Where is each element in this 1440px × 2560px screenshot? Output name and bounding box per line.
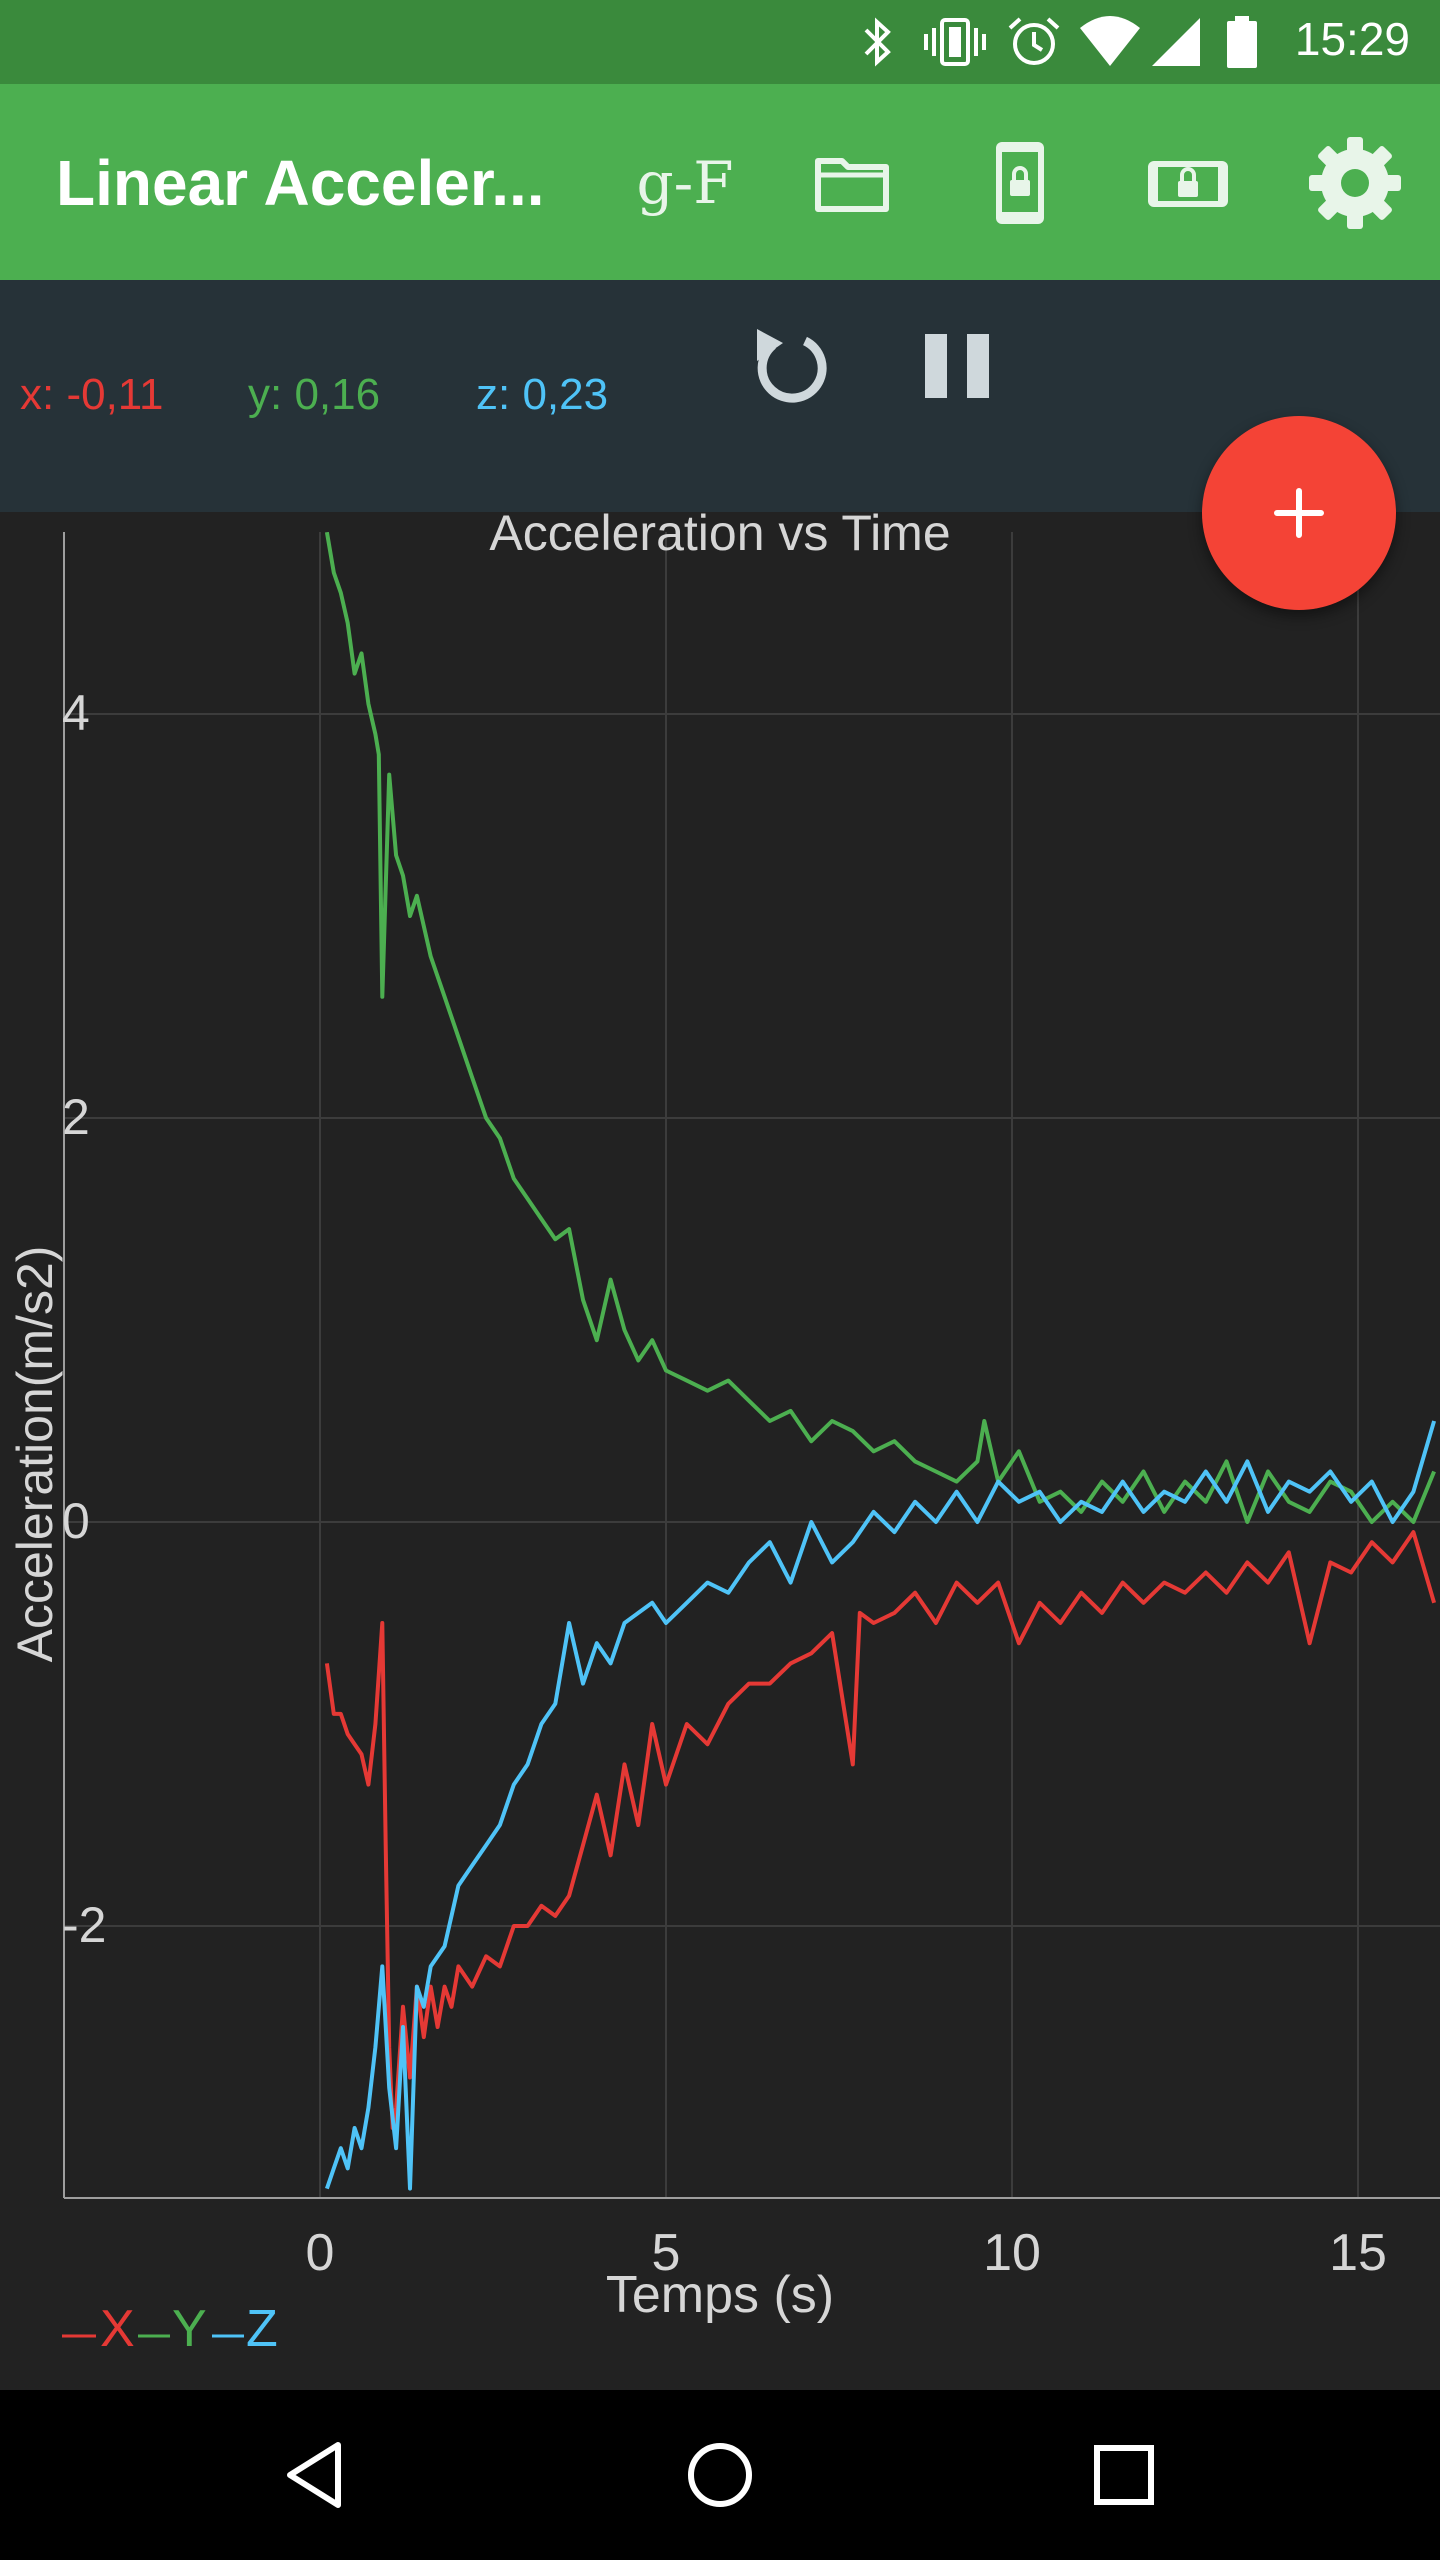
back-triangle-icon xyxy=(287,2442,341,2508)
plus-icon xyxy=(1274,488,1324,538)
series-line-z xyxy=(325,1420,1437,2191)
reset-button[interactable] xyxy=(728,306,848,426)
chart-title: Acceleration vs Time xyxy=(489,512,950,561)
g-force-toggle-button[interactable]: g-F xyxy=(630,128,740,238)
back-button[interactable] xyxy=(246,2410,386,2540)
x-tick-label: 15 xyxy=(1329,2224,1387,2282)
status-bar: 15:29 xyxy=(0,0,1440,84)
legend-x-label: X xyxy=(100,2300,135,2358)
home-circle-icon xyxy=(688,2443,752,2507)
settings-button[interactable] xyxy=(1300,128,1410,238)
g-force-label: g-F xyxy=(636,149,734,217)
app-title: Linear Acceler... xyxy=(56,147,545,219)
vibrate-icon xyxy=(924,18,986,66)
alarm-icon xyxy=(1008,17,1060,65)
folder-icon xyxy=(815,158,889,212)
landscape-lock-icon xyxy=(1148,161,1228,207)
y-tick-label: 4 xyxy=(62,685,90,741)
recents-button[interactable] xyxy=(1054,2410,1194,2540)
recents-square-icon xyxy=(1094,2445,1154,2505)
y-tick-label: -2 xyxy=(62,1897,106,1953)
y-tick-label: 0 xyxy=(62,1493,90,1549)
y-axis-label: Acceleration(m/s2) xyxy=(7,1246,63,1663)
x-axis-label: Temps (s) xyxy=(606,2266,834,2324)
series-line-x xyxy=(324,1530,1437,2130)
portrait-lock-button[interactable] xyxy=(965,128,1075,238)
open-folder-button[interactable] xyxy=(797,128,907,238)
landscape-lock-button[interactable] xyxy=(1133,128,1243,238)
z-readout: z: 0,23 xyxy=(476,370,609,419)
pause-icon xyxy=(925,334,989,398)
x-tick-label: 0 xyxy=(306,2224,335,2282)
readout-bar: x: -0,11 y: 0,16 z: 0,23 xyxy=(0,280,1440,512)
series-line-y xyxy=(324,532,1436,1524)
legend: X Y Z xyxy=(62,2300,278,2358)
acceleration-chart: 0 5 10 15 -2 0 2 4 Acceleration vs Time Temps (… xyxy=(0,512,1440,2390)
wifi-icon xyxy=(1080,16,1140,66)
battery-icon xyxy=(1227,16,1257,68)
signal-icon xyxy=(1152,18,1200,66)
status-time: 15:29 xyxy=(1294,13,1410,65)
legend-z-label: Z xyxy=(246,2300,278,2358)
x-readout: x: -0,11 xyxy=(20,370,164,419)
add-fab-button[interactable] xyxy=(1202,416,1396,610)
bluetooth-icon xyxy=(864,17,891,67)
phone-lock-icon xyxy=(996,142,1044,224)
x-tick-label: 5 xyxy=(652,2224,681,2282)
x-tick-label: 10 xyxy=(983,2224,1041,2282)
settings-gear-icon xyxy=(1309,137,1401,229)
app-bar: Linear Acceler... g-F xyxy=(0,84,1440,280)
y-readout: y: 0,16 xyxy=(248,370,381,419)
navigation-bar xyxy=(0,2390,1440,2560)
legend-y-label: Y xyxy=(172,2300,207,2358)
pause-button[interactable] xyxy=(897,306,1017,426)
home-button[interactable] xyxy=(650,2410,790,2540)
chart-svg: 0 5 10 15 -2 0 2 4 Acceleration vs Time Temps (… xyxy=(7,512,1440,2358)
reset-icon xyxy=(757,329,827,403)
y-tick-label: 2 xyxy=(62,1089,90,1145)
